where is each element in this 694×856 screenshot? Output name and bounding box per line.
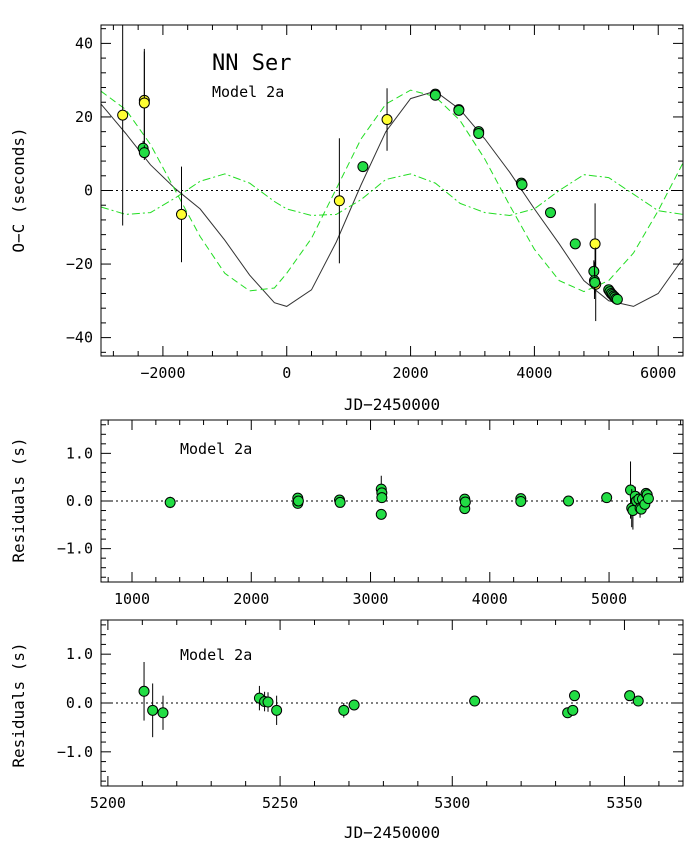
model-label: Model 2a (180, 440, 252, 458)
data-point (589, 276, 601, 288)
data-point (453, 104, 465, 116)
data-points (117, 25, 623, 322)
data-point (381, 114, 393, 126)
data-point (376, 492, 388, 504)
y-tick-label: 0.0 (66, 492, 93, 510)
data-point (429, 89, 441, 101)
data-point (348, 699, 360, 711)
data-point (569, 690, 581, 702)
data-point (611, 293, 623, 305)
oc-axes: −2000 0 2000 4000 6000 −40 −20 0 20 40 (66, 24, 684, 382)
x-tick-label: 2000 (393, 364, 429, 382)
model-label: Model 2a (212, 83, 284, 101)
residuals-zoom-x-axis-label: JD−2450000 (344, 823, 440, 842)
data-point (459, 496, 471, 508)
data-point (357, 161, 369, 173)
data-point (469, 695, 481, 707)
residuals-panel-full: 1000 2000 3000 4000 5000−1.00.01.0 Model 2a … (9, 419, 684, 608)
y-tick-label: −40 (66, 329, 93, 347)
model-curve-dash-dot (100, 173, 684, 217)
data-point (334, 496, 346, 508)
object-name: NN Ser (212, 51, 291, 76)
residuals-full-axes: 1000 2000 3000 4000 5000 −1.0 0.0 1.0 (57, 419, 684, 608)
x-tick-label: 4000 (472, 590, 508, 608)
data-point (516, 179, 528, 191)
data-point (642, 493, 654, 505)
oc-panel: −2000 0 2000 4000 6000 −40 −20 0 20 40 NN Ser Mod… (9, 24, 684, 414)
data-point (567, 704, 579, 716)
x-tick-label: 1000 (114, 590, 150, 608)
x-tick-label: −2000 (140, 364, 185, 382)
x-tick-label: 5200 (90, 794, 126, 812)
residuals-zoom-axes: 5200 5250 5300 5350 −1.0 0.0 1.0 (57, 619, 684, 812)
data-point (175, 208, 187, 220)
data-point (515, 495, 527, 507)
x-tick-label: 5300 (434, 794, 470, 812)
residual-points (138, 661, 644, 738)
y-tick-label: 0.0 (66, 694, 93, 712)
data-point (563, 495, 575, 507)
model-curves (100, 89, 684, 307)
data-point (271, 704, 283, 716)
data-point (545, 207, 557, 219)
x-tick-label: 6000 (640, 364, 676, 382)
model-curve-dashed (100, 89, 684, 293)
residual-points (164, 461, 654, 530)
data-point (333, 195, 345, 207)
data-point (147, 704, 159, 716)
y-tick-label: 0 (84, 182, 93, 200)
y-tick-label: −1.0 (57, 540, 93, 558)
x-tick-label: 3000 (352, 590, 388, 608)
data-point (138, 685, 150, 697)
y-tick-label: 20 (75, 108, 93, 126)
model-curve-solid (100, 90, 684, 307)
data-point (138, 97, 150, 109)
y-tick-label: −1.0 (57, 743, 93, 761)
residuals-panel-zoom: 5200 5250 5300 5350 −1.0 0.0 1.0 Model 2a JD−2… (9, 619, 684, 842)
oc-x-axis-label: JD−2450000 (344, 395, 440, 414)
data-point (164, 496, 176, 508)
y-tick-label: −20 (66, 255, 93, 273)
data-point (589, 238, 601, 250)
model-label: Model 2a (180, 646, 252, 664)
data-point (624, 690, 636, 702)
data-point (262, 696, 274, 708)
y-tick-label: 40 (75, 34, 93, 52)
residuals-zoom-y-axis-label: Residuals (s) (9, 642, 28, 767)
data-point (569, 238, 581, 250)
x-tick-label: 4000 (516, 364, 552, 382)
data-point (601, 492, 613, 504)
data-point (117, 109, 129, 121)
oc-y-axis-label: O−C (seconds) (9, 127, 28, 252)
residuals-full-y-axis-label: Residuals (s) (9, 437, 28, 562)
x-tick-label: 5000 (591, 590, 627, 608)
data-point (292, 495, 304, 507)
data-point (338, 704, 350, 716)
data-point (138, 147, 150, 159)
data-point (157, 707, 169, 719)
x-tick-label: 0 (282, 364, 291, 382)
data-point (632, 695, 644, 707)
x-tick-label: 5250 (262, 794, 298, 812)
data-point (473, 127, 485, 139)
x-tick-label: 2000 (233, 590, 269, 608)
data-point (375, 508, 387, 520)
y-tick-label: 1.0 (66, 645, 93, 663)
y-tick-label: 1.0 (66, 444, 93, 462)
x-tick-label: 5350 (606, 794, 642, 812)
data-point (588, 265, 600, 277)
